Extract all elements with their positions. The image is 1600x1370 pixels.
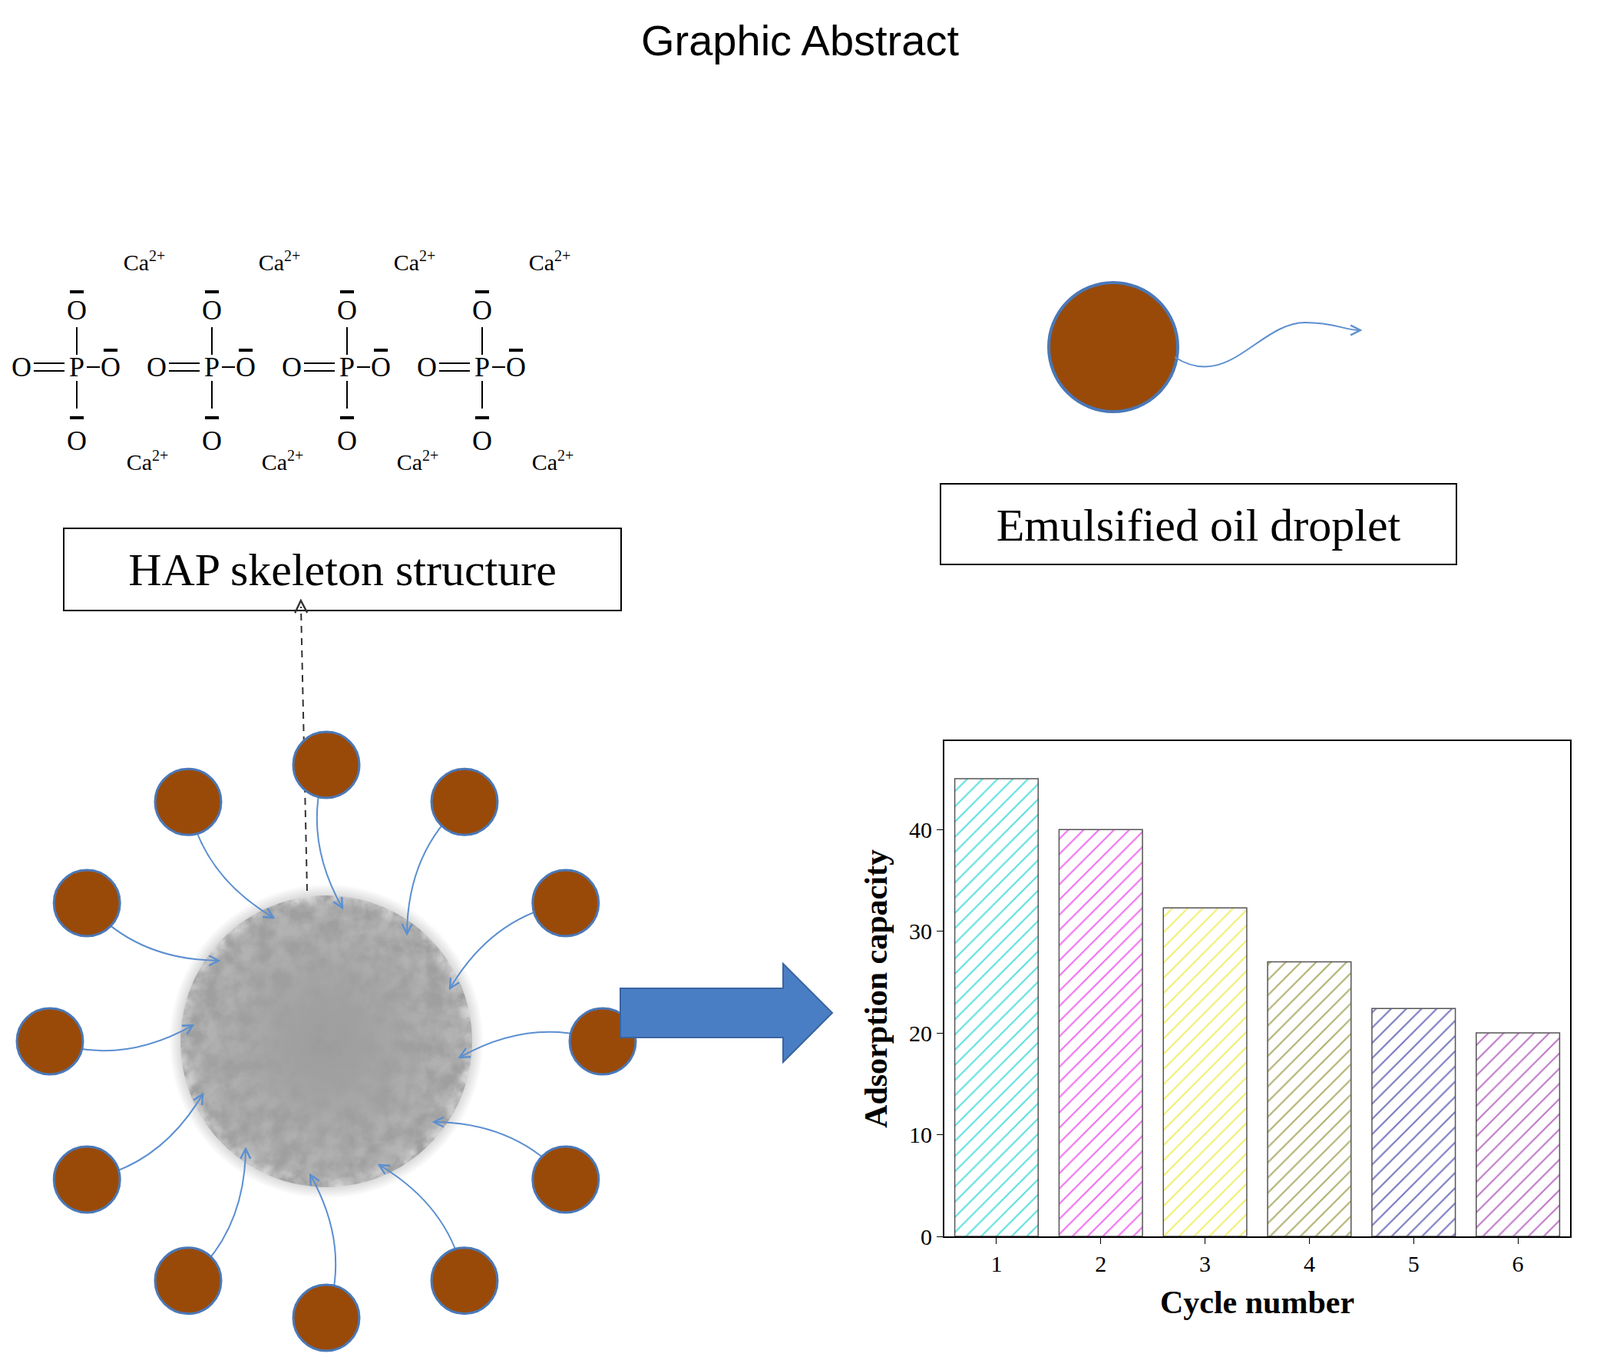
svg-text:6: 6 [1512,1250,1524,1277]
svg-text:Cycle number: Cycle number [1160,1284,1355,1320]
svg-text:Ca2+: Ca2+ [393,247,437,275]
svg-text:Ca2+: Ca2+ [528,247,572,275]
svg-text:O: O [201,425,222,457]
svg-text:Ca2+: Ca2+ [532,446,575,475]
svg-text:O: O [66,425,87,457]
svg-text:Adsorption capacity: Adsorption capacity [858,849,894,1128]
svg-text:O: O [337,425,358,457]
svg-text:40: 40 [909,816,933,843]
svg-text:Graphic Abstract: Graphic Abstract [641,16,959,65]
svg-text:O: O [337,294,358,326]
svg-text:30: 30 [909,918,933,944]
svg-text:Ca2+: Ca2+ [126,446,169,475]
svg-text:O: O [472,294,493,326]
svg-text:0: 0 [920,1223,933,1250]
svg-text:P: P [339,351,355,383]
svg-text:4: 4 [1303,1250,1316,1277]
svg-text:1: 1 [990,1250,1002,1277]
svg-text:3: 3 [1199,1250,1211,1277]
svg-text:O: O [11,351,32,383]
svg-text:P: P [69,351,85,383]
svg-text:O: O [146,351,167,383]
svg-text:Ca2+: Ca2+ [396,446,440,475]
svg-text:Ca2+: Ca2+ [261,446,305,475]
svg-text:O: O [281,351,302,383]
svg-text:P: P [204,351,220,383]
svg-text:O: O [505,351,526,383]
svg-text:P: P [474,351,490,383]
svg-text:Ca2+: Ca2+ [123,247,166,275]
svg-text:Emulsified oil droplet: Emulsified oil droplet [996,499,1402,551]
svg-text:O: O [100,351,121,383]
svg-text:O: O [370,351,391,383]
svg-text:20: 20 [909,1020,933,1046]
svg-text:O: O [66,294,87,326]
svg-text:Ca2+: Ca2+ [258,247,301,275]
svg-text:HAP skeleton structure: HAP skeleton structure [128,544,557,596]
svg-text:O: O [472,425,493,457]
svg-text:10: 10 [909,1121,933,1148]
svg-text:O: O [235,351,256,383]
svg-text:2: 2 [1094,1250,1107,1277]
svg-text:O: O [201,294,222,326]
svg-text:5: 5 [1408,1250,1420,1277]
svg-text:O: O [416,351,437,383]
